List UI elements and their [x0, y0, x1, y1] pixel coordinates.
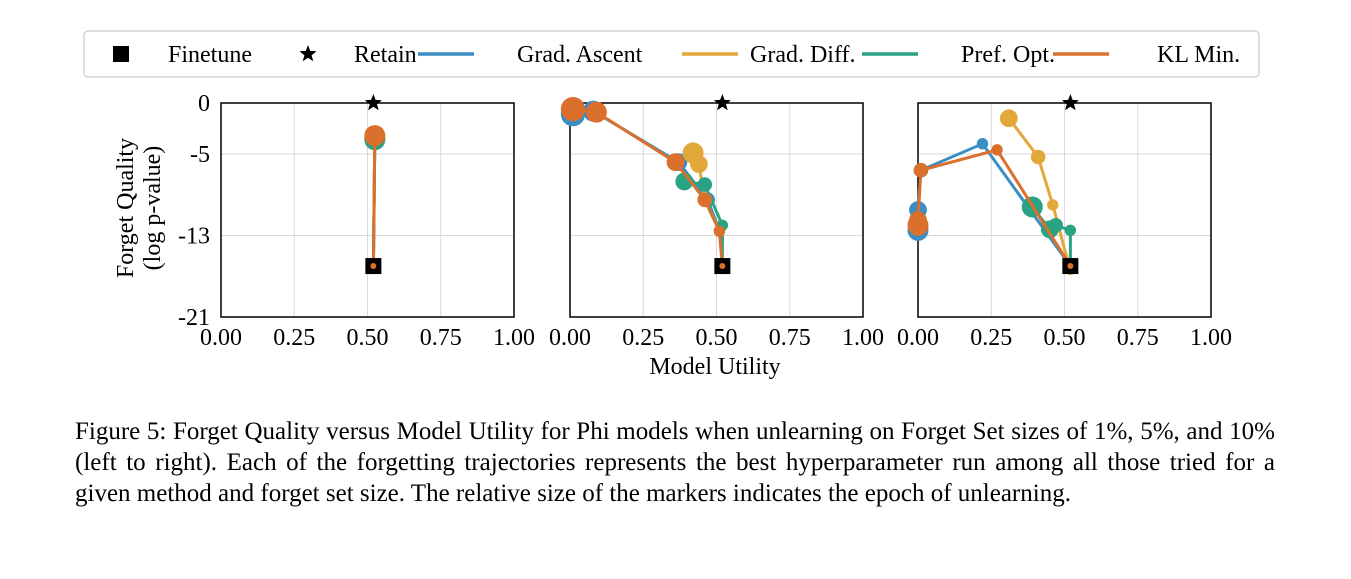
legend-item-finetune: Finetune	[113, 42, 252, 68]
panel-2: 0.00 0.25 0.50 0.75 1.00	[549, 94, 884, 351]
figure-caption: Figure 5: Forget Quality versus Model Ut…	[75, 416, 1275, 509]
data-point	[697, 192, 713, 208]
legend-label: Grad. Ascent	[517, 42, 643, 68]
legend-item-kl-min: KL Min.	[1053, 42, 1240, 68]
y-axis-label-line2: (log p-value)	[140, 146, 166, 271]
x-tick-label: 0.75	[1117, 325, 1159, 351]
x-tick-label: 0.00	[549, 325, 591, 351]
data-point	[560, 97, 586, 122]
legend-frame	[83, 30, 1260, 78]
data-point	[585, 101, 607, 123]
caption-text: Figure 5: Forget Quality versus Model Ut…	[75, 418, 1275, 507]
data-point	[1047, 199, 1059, 211]
legend-square-marker	[113, 46, 129, 62]
x-tick-label: 0.50	[696, 325, 738, 351]
legend-label: KL Min.	[1157, 42, 1240, 68]
series-grad-diff	[999, 109, 1075, 276]
x-axis-label: Model Utility	[649, 354, 780, 380]
legend: Finetune Retain Grad. Ascent Grad. Diff. Pre…	[83, 30, 1260, 78]
x-tick-label: 0.00	[200, 325, 242, 351]
series-kl-min	[560, 97, 727, 271]
x-tick-label: 0.25	[273, 325, 315, 351]
x-tick-label: 0.25	[622, 325, 664, 351]
legend-star-marker	[299, 45, 317, 62]
x-tick-label: 1.00	[842, 325, 884, 351]
retain-marker	[1061, 94, 1079, 111]
x-tick-label: 0.50	[347, 325, 389, 351]
y-tick-label: -21	[178, 305, 210, 331]
series-line	[1007, 117, 1072, 272]
x-tick-label: 0.75	[420, 325, 462, 351]
x-tick-label: 1.00	[1190, 325, 1232, 351]
series-line	[371, 135, 377, 267]
series-line	[916, 148, 1072, 267]
legend-label: Retain	[354, 42, 417, 68]
data-point	[666, 153, 685, 172]
series-line	[684, 180, 724, 266]
grid	[917, 102, 1212, 318]
x-tick-label: 0.50	[1044, 325, 1086, 351]
data-point	[1030, 149, 1046, 165]
data-point	[999, 109, 1018, 128]
data-point	[976, 138, 989, 150]
x-tick-label: 0.25	[970, 325, 1012, 351]
legend-item-grad-diff: Grad. Diff.	[682, 42, 856, 68]
figure: Finetune Retain Grad. Ascent Grad. Diff. Pre…	[83, 30, 1260, 380]
panel-3: 0.00 0.25 0.50 0.75 1.00	[897, 94, 1232, 351]
legend-label: Pref. Opt.	[961, 42, 1055, 68]
data-point	[364, 125, 386, 147]
series-kl-min	[907, 144, 1075, 271]
x-tick-label: 0.75	[769, 325, 811, 351]
data-point	[370, 263, 377, 270]
data-point	[682, 142, 704, 164]
y-tick-label: -5	[190, 142, 210, 168]
legend-label: Finetune	[168, 42, 252, 68]
plot-frame	[220, 102, 515, 318]
x-tick-label: 1.00	[493, 325, 535, 351]
data-point	[991, 144, 1003, 156]
legend-item-retain: Retain	[299, 42, 417, 68]
y-axis-label-line1: Forget Quality	[113, 138, 139, 278]
panel-1: 0.00 0.25 0.50 0.75 1.00 0 -5 -13 -21	[178, 91, 535, 351]
legend-item-grad-ascent: Grad. Ascent	[418, 42, 643, 68]
plot-frame	[569, 102, 864, 318]
data-point	[913, 162, 929, 178]
retain-marker	[364, 94, 382, 111]
data-point	[697, 177, 713, 192]
legend-item-pref-opt: Pref. Opt.	[862, 42, 1055, 68]
data-point	[713, 225, 726, 238]
x-tick-label: 0.00	[897, 325, 939, 351]
legend-label: Grad. Diff.	[750, 42, 856, 68]
data-point	[719, 263, 726, 270]
retain-marker	[713, 94, 731, 111]
data-point	[1067, 263, 1074, 270]
data-point	[1064, 224, 1077, 237]
y-tick-label: 0	[198, 91, 210, 117]
y-tick-label: -13	[178, 223, 210, 249]
data-point	[907, 214, 929, 236]
